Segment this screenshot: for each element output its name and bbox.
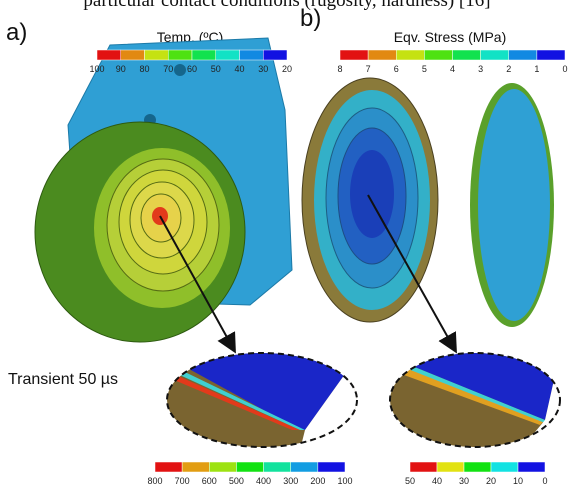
caption-fragment: particular contact conditions (rugosity,… [83,0,490,11]
figure: particular contact conditions (rugosity,… [0,0,574,492]
colorbar-tick-label: 100 [337,476,352,486]
colorbar-tick-label: 10 [513,476,523,486]
colorbar-segment [453,50,481,60]
colorbar-segment [263,50,287,60]
colorbar-tick-label: 70 [163,64,173,74]
colorbar-segment [437,462,464,472]
colorbar-tick-label: 0 [542,476,547,486]
colorbar-tick-label: 50 [405,476,415,486]
colorbar-tick-label: 8 [337,64,342,74]
colorbar-tick-label: 4 [450,64,455,74]
colorbar-tick-label: 20 [282,64,292,74]
colorbar-tick-label: 500 [229,476,244,486]
colorbar-tick-label: 5 [422,64,427,74]
colorbar-segment [518,462,545,472]
colorbar-segment [264,462,291,472]
colorbar-segment [368,50,396,60]
colorbar-tick-label: 3 [478,64,483,74]
colorbar-tick-label: 50 [211,64,221,74]
colorbar-segment [145,50,169,60]
colorbar-segment [410,462,437,472]
colorbar-segment [209,462,236,472]
colorbar-segment [216,50,240,60]
colorbar-tick-label: 60 [187,64,197,74]
colorbar-tick-label: 1 [534,64,539,74]
colorbar-segment [236,462,263,472]
panel-label: a) [6,19,27,46]
colorbar-tick-label: 30 [258,64,268,74]
colorbar-segment [481,50,509,60]
colorbar-segment [192,50,216,60]
colorbar-tick-label: 80 [139,64,149,74]
colorbar-tick-label: 700 [175,476,190,486]
stress-render [302,78,554,327]
colorbar-tick-label: 20 [486,476,496,486]
colorbar-tick-label: 200 [310,476,325,486]
colorbar-segment [168,50,192,60]
colorbar-tick-label: 600 [202,476,217,486]
colorbar-tick-label: 40 [432,476,442,486]
colorbar-tick-label: 30 [459,476,469,486]
annotation: Transient 50 µs [8,371,118,388]
colorbar-segment [509,50,537,60]
colorbar-segment [240,50,264,60]
zoom-view [160,350,370,450]
colorbar-tick-label: 300 [283,476,298,486]
colorbar-tick-label: 90 [116,64,126,74]
colorbar-segment [491,462,518,472]
colorbar-segment [155,462,182,472]
colorbar-segment [537,50,565,60]
colorbar-tick-label: 100 [89,64,104,74]
colorbar-segment [182,462,209,472]
colorbar-segment [318,462,345,472]
colorbar-segment [340,50,368,60]
colorbar-tick-label: 800 [147,476,162,486]
colorbar-tick-label: 7 [366,64,371,74]
colorbar-tick-label: 2 [506,64,511,74]
colorbar-tick-label: 40 [234,64,244,74]
colorbar-segment [464,462,491,472]
temperature-render [35,38,292,342]
colorbar-title: Eqv. Stress (MPa) [394,29,507,45]
colorbar-segment [121,50,145,60]
colorbar-segment [424,50,452,60]
colorbar-segment [291,462,318,472]
colorbar-tick-label: 400 [256,476,271,486]
colorbar-tick-label: 6 [394,64,399,74]
panel-label: b) [300,5,321,32]
zoom-view [385,350,565,450]
colorbar-segment [396,50,424,60]
colorbar-tick-label: 0 [562,64,567,74]
colorbar-segment [97,50,121,60]
